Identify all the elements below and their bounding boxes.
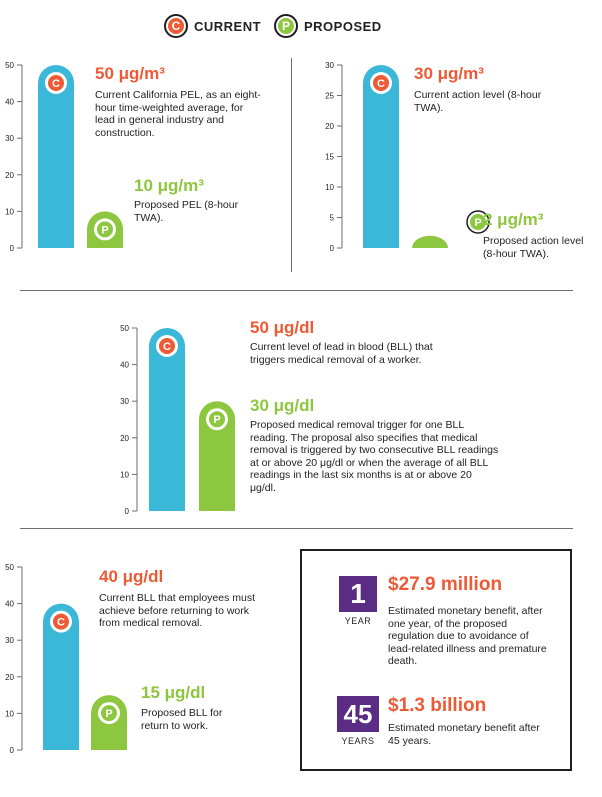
removal-current-value: 50 μg/dl bbox=[250, 318, 315, 337]
return-proposed-value: 15 μg/dl bbox=[141, 683, 206, 702]
svg-text:C: C bbox=[163, 341, 171, 353]
bar-current bbox=[149, 328, 185, 511]
legend-current: C CURRENT bbox=[164, 14, 261, 38]
chart-removal: 0 10 20 30 40 50 C P bbox=[120, 324, 235, 516]
y-tick-label: 40 bbox=[5, 600, 14, 609]
proposed-bar-badge-icon: P bbox=[466, 210, 490, 234]
current-bar-badge-icon: C bbox=[45, 72, 67, 94]
removal-proposed-desc: Proposed medical removal trigger for one… bbox=[250, 419, 499, 494]
svg-text:C: C bbox=[377, 78, 385, 90]
proposed-bar-badge-icon: P bbox=[94, 218, 116, 241]
year-45-badge: 45 bbox=[337, 696, 379, 732]
legend-proposed-label: PROPOSED bbox=[304, 18, 382, 34]
current-bar-badge-icon: C bbox=[156, 335, 178, 357]
return-proposed-desc: Proposed BLL for return to work. bbox=[141, 707, 223, 732]
pel-proposed-value: 10 μg/m³ bbox=[134, 176, 204, 195]
y-tick-label: 50 bbox=[5, 563, 14, 572]
y-tick-label: 20 bbox=[5, 171, 14, 180]
pel-current-value: 50 μg/m³ bbox=[95, 64, 165, 83]
y-tick-label: 20 bbox=[325, 122, 334, 131]
year-1-badge: 1 bbox=[339, 576, 377, 612]
bar-proposed bbox=[412, 235, 448, 248]
y-tick-label: 10 bbox=[120, 470, 129, 479]
bar-current bbox=[363, 65, 399, 248]
action-proposed-desc: Proposed action level (8-hour TWA). bbox=[483, 235, 584, 260]
y-tick-label: 5 bbox=[330, 214, 335, 223]
y-tick-label: 20 bbox=[120, 434, 129, 443]
y-tick-label: 30 bbox=[325, 61, 334, 70]
benefits-box: 1 YEAR $27.9 million Estimated monetary … bbox=[300, 549, 572, 771]
removal-current-desc: Current level of lead in blood (BLL) tha… bbox=[250, 341, 433, 366]
legend: C CURRENT P PROPOSED bbox=[0, 14, 602, 42]
proposed-bar-badge-icon: P bbox=[98, 702, 120, 725]
y-tick-label: 0 bbox=[10, 244, 15, 253]
pel-current-desc: Current California PEL, as an eight-hour… bbox=[95, 89, 261, 139]
proposed-badge-icon: P bbox=[274, 14, 298, 38]
removal-proposed-value: 30 μg/dl bbox=[250, 396, 315, 415]
y-tick-label: 30 bbox=[120, 397, 129, 406]
benefit-1-amount: $27.9 million bbox=[388, 574, 503, 595]
svg-text:P: P bbox=[101, 224, 108, 236]
y-tick-label: 15 bbox=[325, 153, 334, 162]
svg-text:C: C bbox=[57, 617, 65, 629]
y-tick-label: 40 bbox=[5, 98, 14, 107]
vertical-divider bbox=[291, 58, 292, 272]
action-current-desc: Current action level (8-hour TWA). bbox=[414, 89, 542, 114]
bar-proposed bbox=[199, 401, 235, 511]
return-current-value: 40 μg/dl bbox=[99, 567, 164, 586]
bar-current bbox=[43, 603, 79, 750]
y-tick-label: 10 bbox=[325, 183, 334, 192]
legend-proposed: P PROPOSED bbox=[274, 14, 382, 38]
divider-1 bbox=[20, 290, 573, 291]
y-tick-label: 10 bbox=[5, 709, 14, 718]
chart-pel: 0 10 20 30 40 50 C P bbox=[5, 61, 123, 253]
pel-proposed-desc: Proposed PEL (8-hour TWA). bbox=[134, 199, 239, 224]
y-tick-label: 30 bbox=[5, 134, 14, 143]
year-1-unit: YEAR bbox=[344, 616, 372, 626]
y-tick-label: 25 bbox=[325, 92, 334, 101]
y-tick-label: 50 bbox=[5, 61, 14, 70]
svg-text:C: C bbox=[52, 78, 60, 90]
divider-2 bbox=[20, 528, 573, 529]
y-tick-label: 0 bbox=[125, 507, 130, 516]
current-badge-icon: C bbox=[164, 14, 188, 38]
action-current-value: 30 μg/m³ bbox=[414, 64, 484, 83]
benefit-2-desc: Estimated monetary benefit after 45 year… bbox=[388, 722, 540, 747]
svg-text:P: P bbox=[213, 414, 220, 426]
benefit-1-desc: Estimated monetary benefit, after one ye… bbox=[388, 605, 547, 667]
bar-current bbox=[38, 65, 74, 248]
year-45-unit: YEARS bbox=[341, 736, 375, 746]
action-proposed-value: 2 μg/m³ bbox=[483, 210, 544, 229]
y-tick-label: 20 bbox=[5, 673, 14, 682]
return-current-desc: Current BLL that employees must achieve … bbox=[99, 592, 256, 629]
proposed-bar-badge-icon: P bbox=[206, 408, 228, 431]
y-tick-label: 0 bbox=[330, 244, 335, 253]
chart-return: 0 10 20 30 40 50 C P bbox=[5, 563, 127, 755]
y-tick-label: 0 bbox=[10, 746, 15, 755]
y-tick-label: 10 bbox=[5, 207, 14, 216]
y-tick-label: 40 bbox=[120, 361, 129, 370]
chart-action: 0 5 10 15 20 25 30 C P bbox=[325, 61, 490, 253]
svg-text:P: P bbox=[474, 217, 481, 229]
y-tick-label: 30 bbox=[5, 636, 14, 645]
current-bar-badge-icon: C bbox=[370, 72, 392, 94]
legend-current-label: CURRENT bbox=[194, 18, 262, 34]
current-bar-badge-icon: C bbox=[50, 610, 72, 633]
benefit-2-amount: $1.3 billion bbox=[388, 695, 487, 716]
y-tick-label: 50 bbox=[120, 324, 129, 333]
svg-text:P: P bbox=[105, 708, 112, 720]
